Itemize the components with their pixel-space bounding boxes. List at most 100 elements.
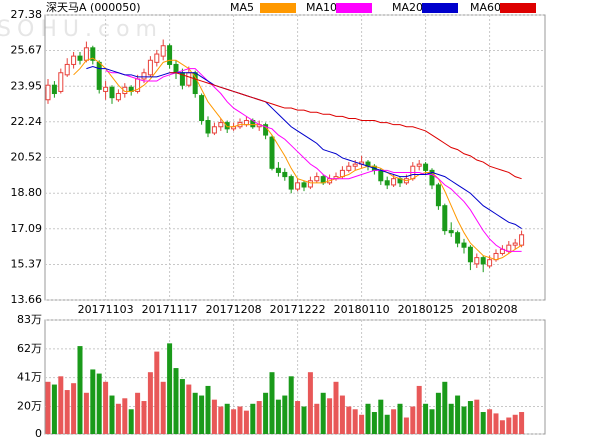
candle-body xyxy=(211,126,217,134)
volume-bar xyxy=(307,372,313,434)
candle-body xyxy=(186,72,192,86)
candle-body xyxy=(307,180,313,188)
volume-bar xyxy=(365,403,371,434)
candle-body xyxy=(301,182,307,188)
x-tick-label: 20180110 xyxy=(334,303,390,316)
candle-body xyxy=(512,242,518,246)
watermark: SOHU.com xyxy=(0,17,163,42)
volume-bar xyxy=(154,351,160,434)
candle-body xyxy=(83,47,89,61)
legend-label: MA10 xyxy=(306,1,337,14)
volume-tick-label: 41万 xyxy=(17,371,42,384)
volume-bar xyxy=(250,403,256,434)
candle-body xyxy=(90,47,96,61)
x-tick-label: 20180125 xyxy=(398,303,454,316)
volume-bar xyxy=(480,412,486,434)
volume-bar xyxy=(339,395,345,434)
volume-bar xyxy=(512,414,518,434)
x-tick-label: 20171103 xyxy=(78,303,134,316)
x-tick-label: 20171208 xyxy=(206,303,262,316)
volume-bar xyxy=(320,392,326,434)
candle-body xyxy=(474,257,480,265)
candle-body xyxy=(295,182,301,190)
candle-body xyxy=(487,259,493,267)
volume-bar xyxy=(96,373,102,434)
volume-bar xyxy=(211,399,217,434)
candle-body xyxy=(442,205,448,232)
candle-body xyxy=(109,86,115,99)
legend-label: MA5 xyxy=(230,1,254,14)
candle-body xyxy=(122,86,128,95)
volume-bar xyxy=(461,406,467,434)
volume-bar xyxy=(115,403,121,434)
legend-swatch xyxy=(260,3,296,13)
volume-bar xyxy=(275,399,281,434)
candle-body xyxy=(64,63,70,76)
volume-bar xyxy=(167,343,173,434)
legend-swatch xyxy=(500,3,536,13)
volume-bar xyxy=(205,385,211,434)
volume-bar xyxy=(103,381,109,434)
volume-bar xyxy=(359,414,365,434)
volume-bar xyxy=(237,406,243,434)
volume-bar xyxy=(391,409,397,434)
volume-bar xyxy=(429,409,435,434)
candle-body xyxy=(269,136,275,169)
volume-bar xyxy=(109,395,115,434)
volume-bar xyxy=(282,395,288,434)
volume-bar xyxy=(301,406,307,434)
y-tick-label: 13.66 xyxy=(11,293,43,306)
x-tick-label: 20180208 xyxy=(462,303,518,316)
volume-bar xyxy=(199,395,205,434)
volume-bar xyxy=(416,385,422,434)
candle-body xyxy=(435,184,441,207)
candle-body xyxy=(378,169,384,182)
candle-body xyxy=(58,72,64,92)
volume-bar xyxy=(314,403,320,434)
candle-body xyxy=(429,169,435,186)
ma-line xyxy=(169,72,522,180)
candle-body xyxy=(173,63,179,74)
volume-bar xyxy=(467,401,473,434)
volume-bar xyxy=(397,403,403,434)
volume-bar xyxy=(288,376,294,434)
volume-bar xyxy=(403,417,409,434)
candle-body xyxy=(115,93,121,101)
candle-body xyxy=(391,178,397,186)
x-tick-label: 20171222 xyxy=(270,303,326,316)
candle-body xyxy=(416,163,422,167)
volume-tick-label: 20万 xyxy=(17,400,42,413)
volume-bar xyxy=(442,381,448,434)
volume-bar xyxy=(474,399,480,434)
volume-bar xyxy=(371,412,377,434)
candle-body xyxy=(314,176,320,182)
legend-swatch xyxy=(422,3,458,13)
volume-bar xyxy=(243,410,249,434)
legend-label: MA60 xyxy=(470,1,501,14)
y-tick-label: 22.24 xyxy=(11,115,43,128)
volume-bar xyxy=(218,406,224,434)
volume-bar xyxy=(186,384,192,434)
volume-bar xyxy=(128,409,134,434)
candle-body xyxy=(103,86,109,92)
volume-bar xyxy=(423,403,429,434)
volume-bar xyxy=(224,403,230,434)
candle-body xyxy=(282,171,288,178)
volume-bar xyxy=(263,392,269,434)
candle-body xyxy=(167,45,173,65)
candle-body xyxy=(199,95,205,122)
y-tick-label: 15.37 xyxy=(11,257,43,270)
candle-body xyxy=(96,61,102,90)
candle-body xyxy=(288,176,294,190)
candle-body xyxy=(448,230,454,234)
candle-body xyxy=(461,242,467,248)
volume-bar xyxy=(506,417,512,434)
volume-bar xyxy=(83,392,89,434)
x-tick-label: 20171117 xyxy=(142,303,198,316)
ma-line xyxy=(86,65,522,229)
candle-body xyxy=(51,84,57,95)
volume-bar xyxy=(90,369,96,434)
candle-body xyxy=(519,234,525,246)
volume-bar xyxy=(435,392,441,434)
